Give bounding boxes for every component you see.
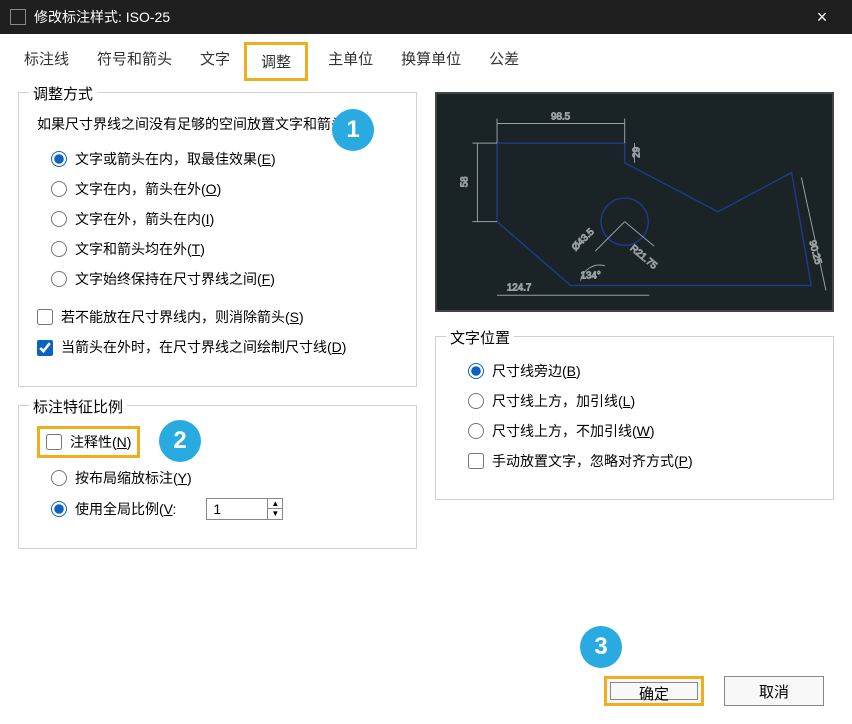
fit-label-text-in: 文字在内，箭头在外(O) [75,179,221,199]
scale-global-label: 使用全局比例(V: [75,499,176,519]
tab-primary-units[interactable]: 主单位 [314,42,387,81]
tab-bar: 标注线 符号和箭头 文字 调整 主单位 换算单位 公差 [0,34,852,82]
dim-top: 98.5 [551,112,571,123]
textpos-above-noleader-label: 尺寸线上方，不加引线(W) [492,421,655,441]
textpos-beside-label: 尺寸线旁边(B) [492,361,581,381]
textpos-beside-option[interactable]: 尺寸线旁边(B) [468,361,819,381]
textpos-beside-radio[interactable] [468,363,484,379]
tab-symbols[interactable]: 符号和箭头 [83,42,186,81]
fit-label-both-out: 文字和箭头均在外(T) [75,239,205,259]
manual-place-checkbox[interactable] [468,453,484,469]
suppress-arrows-label: 若不能放在尺寸界线内，则消除箭头(S) [61,307,304,327]
dim-radius: R21.75 [628,243,660,272]
callout-3: 3 [580,626,622,668]
fit-label-best: 文字或箭头在内，取最佳效果(E) [75,149,276,169]
fit-label-always-between: 文字始终保持在尺寸界线之间(F) [75,269,275,289]
fit-radio-text-out[interactable] [51,211,67,227]
tab-alt-units[interactable]: 换算单位 [387,42,475,81]
global-scale-input[interactable] [207,499,267,519]
dim-diameter: Ø43.5 [570,226,597,253]
spinner-down-icon[interactable]: ▼ [268,509,282,519]
scale-layout-radio[interactable] [51,470,67,486]
annotative-checkbox[interactable] [46,434,62,450]
dimension-preview: 98.5 58 124.7 Ø43.5 R21.75 134° 90.25 [435,92,834,312]
draw-dimline-checkbox[interactable] [37,340,53,356]
dim-bottom: 124.7 [507,282,532,293]
spinner-up-icon[interactable]: ▲ [268,499,282,509]
textpos-group: 文字位置 尺寸线旁边(B) 尺寸线上方，加引线(L) 尺寸线上方，不加引线(W)… [435,336,834,500]
annotative-highlight: 注释性(N) [37,426,140,458]
global-scale-spinner[interactable]: ▲ ▼ [206,498,283,520]
fit-radio-text-in[interactable] [51,181,67,197]
tab-lines[interactable]: 标注线 [10,42,83,81]
fit-legend: 调整方式 [29,83,97,104]
dim-right: 90.25 [806,239,823,266]
scale-global-radio[interactable] [51,501,67,517]
manual-place-check[interactable]: 手动放置文字，忽略对齐方式(P) [468,451,819,471]
fit-option-text-in[interactable]: 文字在内，箭头在外(O) [51,179,402,199]
scale-layout-label: 按布局缩放标注(Y) [75,468,192,488]
suppress-arrows-checkbox[interactable] [37,309,53,325]
suppress-arrows-check[interactable]: 若不能放在尺寸界线内，则消除箭头(S) [37,307,402,327]
tab-text[interactable]: 文字 [186,42,244,81]
tab-tolerance[interactable]: 公差 [475,42,533,81]
fit-option-text-out[interactable]: 文字在外，箭头在内(I) [51,209,402,229]
fit-radio-best[interactable] [51,151,67,167]
scale-legend: 标注特征比例 [29,396,127,417]
dim-left: 58 [460,176,471,187]
close-icon[interactable]: × [802,7,842,28]
fit-radio-both-out[interactable] [51,241,67,257]
fit-option-always-between[interactable]: 文字始终保持在尺寸界线之间(F) [51,269,402,289]
textpos-above-leader-radio[interactable] [468,393,484,409]
fit-group: 调整方式 1 如果尺寸界线之间没有足够的空间放置文字和箭头: 文字或箭头在内，取… [18,92,417,387]
fit-option-best[interactable]: 文字或箭头在内，取最佳效果(E) [51,149,402,169]
scale-layout-option[interactable]: 按布局缩放标注(Y) [51,468,402,488]
manual-place-label: 手动放置文字，忽略对齐方式(P) [492,451,693,471]
callout-1: 1 [332,109,374,151]
dim-h: 29 [631,147,642,158]
scale-global-option[interactable]: 使用全局比例(V: [51,499,176,519]
ok-button[interactable]: 确定 [610,682,698,700]
ok-highlight: 确定 [604,676,704,706]
textpos-above-leader-option[interactable]: 尺寸线上方，加引线(L) [468,391,819,411]
fit-option-both-out[interactable]: 文字和箭头均在外(T) [51,239,402,259]
dim-angle: 134° [581,271,601,282]
draw-dimline-label: 当箭头在外时，在尺寸界线之间绘制尺寸线(D) [61,337,346,358]
scale-group: 标注特征比例 2 注释性(N) 按布局缩放标注(Y) 使用全局比例(V: [18,405,417,549]
draw-dimline-check[interactable]: 当箭头在外时，在尺寸界线之间绘制尺寸线(D) [37,337,402,358]
app-icon [10,9,26,25]
window-title: 修改标注样式: ISO-25 [34,7,802,27]
tab-fit[interactable]: 调整 [244,42,308,81]
textpos-above-leader-label: 尺寸线上方，加引线(L) [492,391,635,411]
cancel-button[interactable]: 取消 [724,676,824,706]
fit-label-text-out: 文字在外，箭头在内(I) [75,209,214,229]
textpos-legend: 文字位置 [446,327,514,348]
annotative-label: 注释性(N) [70,432,131,452]
textpos-above-noleader-radio[interactable] [468,423,484,439]
textpos-above-noleader-option[interactable]: 尺寸线上方，不加引线(W) [468,421,819,441]
fit-radio-always-between[interactable] [51,271,67,287]
